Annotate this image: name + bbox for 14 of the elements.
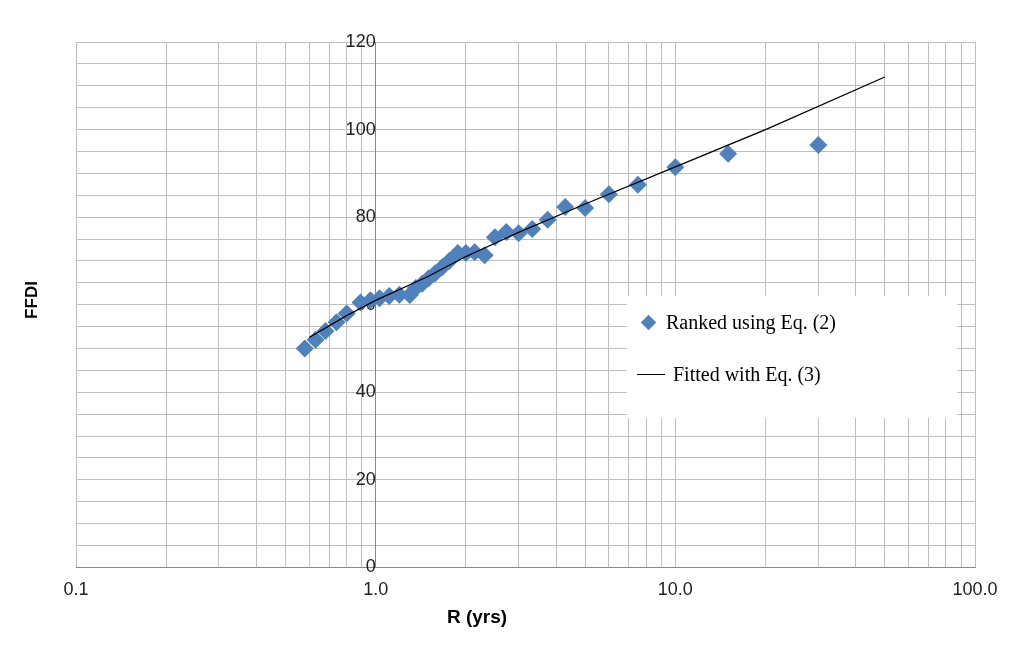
y-tick-label: 0 bbox=[365, 556, 376, 577]
legend-label: Fitted with Eq. (3) bbox=[673, 362, 821, 386]
y-tick-label: 80 bbox=[355, 206, 376, 227]
x-axis-title: R (yrs) bbox=[446, 606, 508, 628]
y-tick-label: 20 bbox=[355, 468, 376, 489]
x-tick-label: 0.1 bbox=[63, 579, 89, 600]
x-tick-label: 100.0 bbox=[952, 579, 998, 600]
legend-label: Ranked using Eq. (2) bbox=[666, 310, 836, 334]
x-tick-label: 10.0 bbox=[657, 579, 693, 600]
y-tick-label: 120 bbox=[345, 30, 376, 51]
y-tick-label: 100 bbox=[345, 118, 376, 139]
y-axis-title: FFDI bbox=[22, 281, 42, 319]
x-tick-label: 1.0 bbox=[363, 579, 389, 600]
y-tick-label: 40 bbox=[355, 381, 376, 402]
